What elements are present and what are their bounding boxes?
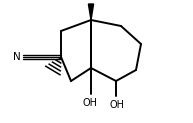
Text: N: N — [13, 52, 21, 62]
Text: OH: OH — [109, 100, 124, 110]
Text: OH: OH — [82, 98, 97, 108]
Polygon shape — [88, 4, 94, 20]
